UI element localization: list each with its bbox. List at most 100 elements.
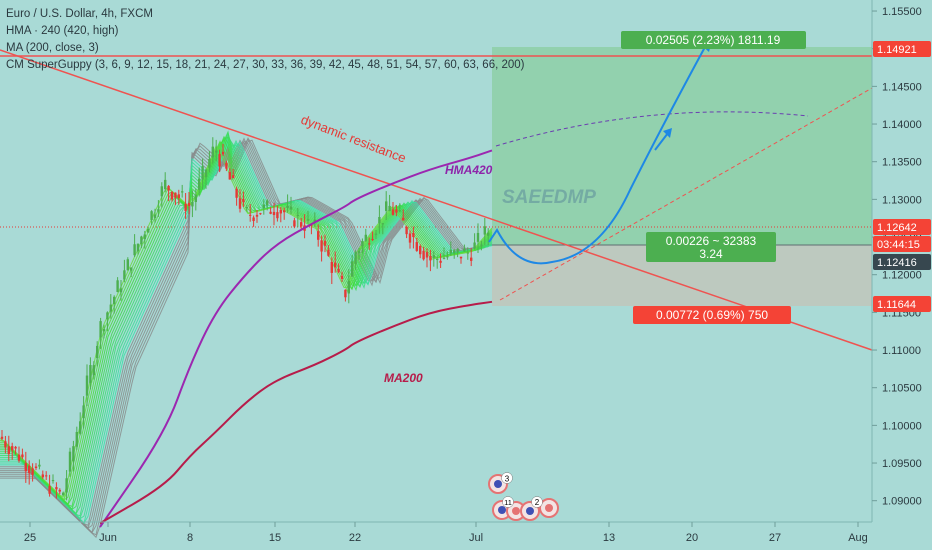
candle-body bbox=[228, 172, 231, 180]
candle-body bbox=[123, 270, 126, 280]
candle-body bbox=[147, 228, 150, 233]
price-tag-label: 1.12642 bbox=[877, 222, 917, 234]
candle-body bbox=[194, 194, 197, 202]
candle-body bbox=[293, 220, 296, 227]
candle-body bbox=[4, 441, 7, 448]
ma200-label: MA200 bbox=[384, 371, 423, 385]
candle-body bbox=[459, 256, 463, 259]
candle-body bbox=[334, 262, 337, 268]
candle-body bbox=[65, 478, 68, 493]
candle-body bbox=[245, 207, 248, 209]
candle-body bbox=[232, 175, 235, 179]
candle-body bbox=[419, 245, 422, 255]
candle-body bbox=[470, 257, 473, 261]
economic-events[interactable]: 3 11 2 bbox=[488, 472, 559, 521]
candle-body bbox=[476, 232, 480, 242]
candle-body bbox=[102, 329, 106, 332]
candle-body bbox=[14, 446, 17, 449]
candle-body bbox=[130, 267, 133, 271]
candle-body bbox=[7, 446, 10, 455]
candle-body bbox=[235, 188, 238, 198]
candle-body bbox=[425, 252, 429, 258]
candle-body bbox=[17, 454, 21, 461]
price-tag-box bbox=[873, 296, 931, 312]
price-axis-panel[interactable] bbox=[872, 0, 932, 550]
candle-body bbox=[143, 234, 146, 240]
time-axis[interactable]: 25 Jun 8 15 22 Jul 13 20 27 Aug bbox=[24, 522, 868, 544]
candle-body bbox=[456, 249, 459, 253]
candle-body bbox=[269, 211, 272, 214]
hma-projection bbox=[495, 111, 809, 147]
candle-body bbox=[473, 242, 476, 249]
candle-body bbox=[133, 244, 136, 256]
candle-body bbox=[221, 151, 225, 155]
candle-body bbox=[31, 468, 34, 475]
price-tick-label: 1.15500 bbox=[882, 6, 922, 18]
price-tick-label: 1.09000 bbox=[882, 496, 922, 508]
candle-body bbox=[82, 405, 85, 419]
legend-guppy[interactable]: CM SuperGuppy (3, 6, 9, 12, 15, 18, 21, … bbox=[6, 59, 525, 71]
price-tick-label: 1.13500 bbox=[882, 157, 922, 169]
candle-body bbox=[204, 169, 208, 178]
event-count-right: 2 bbox=[535, 498, 540, 507]
guppy-line bbox=[0, 137, 493, 520]
candle-body bbox=[45, 475, 48, 477]
candle-body bbox=[225, 162, 228, 169]
candle-body bbox=[442, 257, 446, 259]
guppy-line bbox=[0, 141, 493, 506]
price-tag-box bbox=[873, 236, 931, 252]
candle-body bbox=[371, 238, 374, 240]
candle-body bbox=[85, 375, 89, 396]
candle-body bbox=[317, 231, 320, 240]
candle-body bbox=[306, 219, 310, 221]
candle-body bbox=[201, 166, 204, 180]
candle-body bbox=[181, 191, 184, 193]
candle-body bbox=[160, 186, 163, 197]
candle-body bbox=[320, 240, 323, 252]
time-tick-label: 20 bbox=[686, 532, 698, 544]
price-tag-label: 03:44:15 bbox=[877, 239, 920, 251]
guppy-line bbox=[0, 140, 493, 501]
price-tag-label: 1.14921 bbox=[877, 44, 917, 56]
candle-body bbox=[395, 209, 398, 213]
candle-body bbox=[415, 242, 418, 251]
legend-ma[interactable]: MA (200, close, 3) bbox=[6, 42, 99, 54]
candle-body bbox=[198, 178, 201, 190]
price-tick-label: 1.14000 bbox=[882, 119, 922, 131]
candle-body bbox=[164, 179, 167, 190]
candle-body bbox=[218, 154, 221, 167]
candle-body bbox=[24, 463, 27, 472]
candle-body bbox=[252, 217, 255, 222]
legend-symbol[interactable]: Euro / U.S. Dollar, 4h, FXCM bbox=[6, 8, 153, 20]
candle-body bbox=[0, 436, 4, 439]
candle-body bbox=[422, 250, 425, 260]
candle-body bbox=[55, 487, 58, 490]
candle-body bbox=[51, 480, 55, 482]
candle-body bbox=[262, 204, 265, 209]
price-tick-label: 1.13000 bbox=[882, 194, 922, 206]
guppy-line bbox=[0, 138, 493, 506]
candle-body bbox=[259, 213, 262, 215]
candle-body bbox=[436, 259, 439, 261]
dynamic-resistance-line bbox=[0, 49, 873, 351]
candle-body bbox=[68, 451, 72, 472]
candle-body bbox=[136, 243, 140, 252]
candle-body bbox=[153, 214, 157, 218]
legend-hma[interactable]: HMA · 240 (420, high) bbox=[6, 25, 119, 37]
candle-body bbox=[99, 321, 102, 338]
price-tick-label: 1.10000 bbox=[882, 420, 922, 432]
candle-body bbox=[340, 275, 344, 279]
guppy-line bbox=[0, 146, 493, 501]
candle-body bbox=[446, 256, 449, 258]
candle-body bbox=[140, 236, 143, 244]
candle-body bbox=[28, 465, 31, 474]
candle-body bbox=[381, 223, 384, 225]
watermark-text: SAEEDMP bbox=[502, 187, 596, 208]
risk-reward-line1: 0.00226 ~ 32383 bbox=[666, 234, 757, 248]
price-tags: 1.14921 1.12642 03:44:15 1.12416 1.11644 bbox=[873, 41, 931, 312]
candle-body bbox=[11, 446, 14, 451]
candle-body bbox=[79, 421, 82, 434]
candle-body bbox=[412, 232, 415, 238]
risk-reward-box bbox=[646, 232, 776, 262]
